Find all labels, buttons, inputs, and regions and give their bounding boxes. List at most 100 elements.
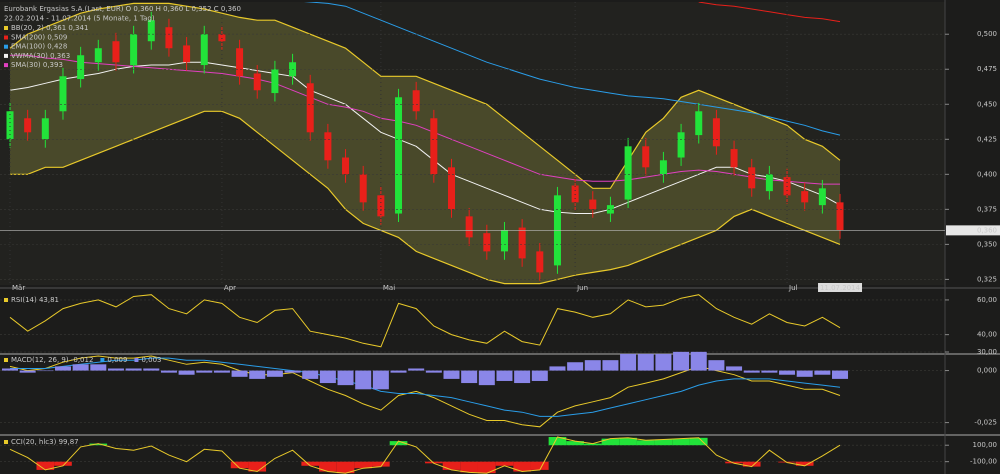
- candle-body: [112, 41, 120, 63]
- candle-body: [218, 34, 226, 42]
- histogram-bar: [337, 370, 354, 386]
- candle-body: [677, 132, 685, 158]
- series-line: [10, 54, 840, 185]
- histogram-bar: [107, 368, 124, 371]
- candle-body: [412, 90, 420, 112]
- cci-oversold: [477, 461, 496, 474]
- histogram-bar: [443, 370, 460, 379]
- candle-body: [430, 118, 438, 175]
- histogram-bar: [196, 370, 213, 373]
- series-line: [9, 61, 841, 214]
- cci-oversold: [795, 461, 814, 466]
- histogram-bar: [19, 370, 36, 373]
- legend-label: VWMA(30) 0,363: [11, 52, 70, 60]
- histogram-bar: [779, 370, 796, 375]
- y-tick-label: 0,000: [977, 367, 997, 375]
- y-tick-label: 0,475: [977, 65, 997, 73]
- candle-body: [518, 227, 526, 259]
- candle-body: [748, 167, 756, 189]
- histogram-bar: [531, 370, 548, 381]
- x-tick-label: Mai: [383, 284, 395, 292]
- histogram-bar: [37, 370, 54, 372]
- cci-oversold: [248, 461, 267, 472]
- candle-body: [59, 76, 67, 112]
- histogram-bar: [567, 362, 584, 371]
- candle-body: [359, 174, 367, 203]
- candle-body: [342, 157, 350, 175]
- date-marker: [818, 283, 863, 292]
- histogram-bar: [584, 360, 601, 371]
- cci-oversold: [54, 461, 72, 466]
- series-line: [9, 2, 841, 189]
- candle-body: [624, 146, 632, 200]
- x-tick-label: Mär: [12, 284, 25, 292]
- candle-body: [324, 132, 332, 161]
- legend-swatch: [4, 35, 8, 40]
- histogram-bar: [478, 370, 495, 386]
- series-line: [10, 110, 841, 285]
- histogram-bar: [425, 370, 442, 373]
- candle-body: [801, 191, 809, 203]
- cci-overbought: [89, 443, 108, 446]
- series-line: [9, 294, 841, 348]
- legend-label: EMA(100) 0,428: [11, 43, 67, 51]
- candle-body: [377, 195, 385, 217]
- legend-label: RSI(14) 43,81: [11, 296, 59, 304]
- cci-oversold: [354, 461, 373, 469]
- histogram-bar: [90, 364, 107, 371]
- histogram-bar: [143, 368, 160, 371]
- candle-body: [483, 233, 491, 252]
- legend-swatch: [134, 358, 139, 362]
- candle-body: [448, 167, 455, 210]
- histogram-bar: [160, 370, 177, 373]
- cci-oversold: [301, 461, 320, 466]
- x-tick-label: Jul: [788, 284, 798, 292]
- histogram-bar: [408, 368, 425, 371]
- candle-body: [6, 111, 14, 140]
- candle-body: [836, 202, 844, 231]
- cci-oversold: [230, 461, 249, 469]
- y-tick-label: 40,00: [977, 331, 997, 339]
- y-tick-label: 30,00: [977, 348, 997, 356]
- y-tick-label: 100,00: [973, 441, 998, 449]
- histogram-bar: [302, 370, 319, 379]
- y-tick-label: 0,375: [977, 205, 997, 213]
- legend-swatch: [4, 358, 8, 362]
- last-price-label: 0,360: [977, 226, 997, 234]
- histogram-bar: [690, 351, 707, 371]
- legend-label: SMA(30) 0,393: [11, 61, 63, 69]
- y-tick-label: 0,400: [977, 170, 997, 178]
- cci-oversold: [319, 461, 337, 472]
- cci-oversold: [513, 461, 531, 472]
- histogram-bar: [602, 360, 619, 371]
- histogram-bar: [284, 370, 301, 373]
- candle-body: [818, 188, 826, 206]
- cci-oversold: [725, 461, 743, 464]
- y-tick-label: -100,00: [970, 458, 997, 466]
- histogram-bar: [620, 353, 637, 371]
- histogram-bar: [54, 366, 71, 371]
- chart-title: Eurobank Ergasias S.A.(Last, EUR) O 0,36…: [4, 5, 241, 13]
- candle-body: [94, 48, 102, 63]
- cci-overbought: [672, 438, 690, 446]
- histogram-bar: [461, 370, 478, 384]
- candle-body: [41, 118, 49, 140]
- cci-overbought: [566, 441, 584, 446]
- histogram-bar: [796, 370, 813, 377]
- y-tick-label: 0,325: [977, 275, 997, 283]
- main-plot: [6, 2, 844, 285]
- y-tick-label: 60,00: [977, 296, 997, 304]
- legend-label: 0,003: [141, 356, 161, 364]
- candle-body: [165, 27, 173, 49]
- histogram-bar: [125, 368, 142, 371]
- histogram-bar: [655, 353, 672, 371]
- cci-overbought: [619, 437, 637, 446]
- series-line: [10, 357, 841, 417]
- candle-body: [24, 118, 32, 133]
- candle-body: [712, 118, 720, 147]
- legend-swatch: [4, 44, 8, 49]
- legend-swatch: [4, 298, 8, 302]
- series-line: [9, 436, 841, 474]
- candle-body: [571, 185, 579, 203]
- histogram-bar: [761, 370, 778, 373]
